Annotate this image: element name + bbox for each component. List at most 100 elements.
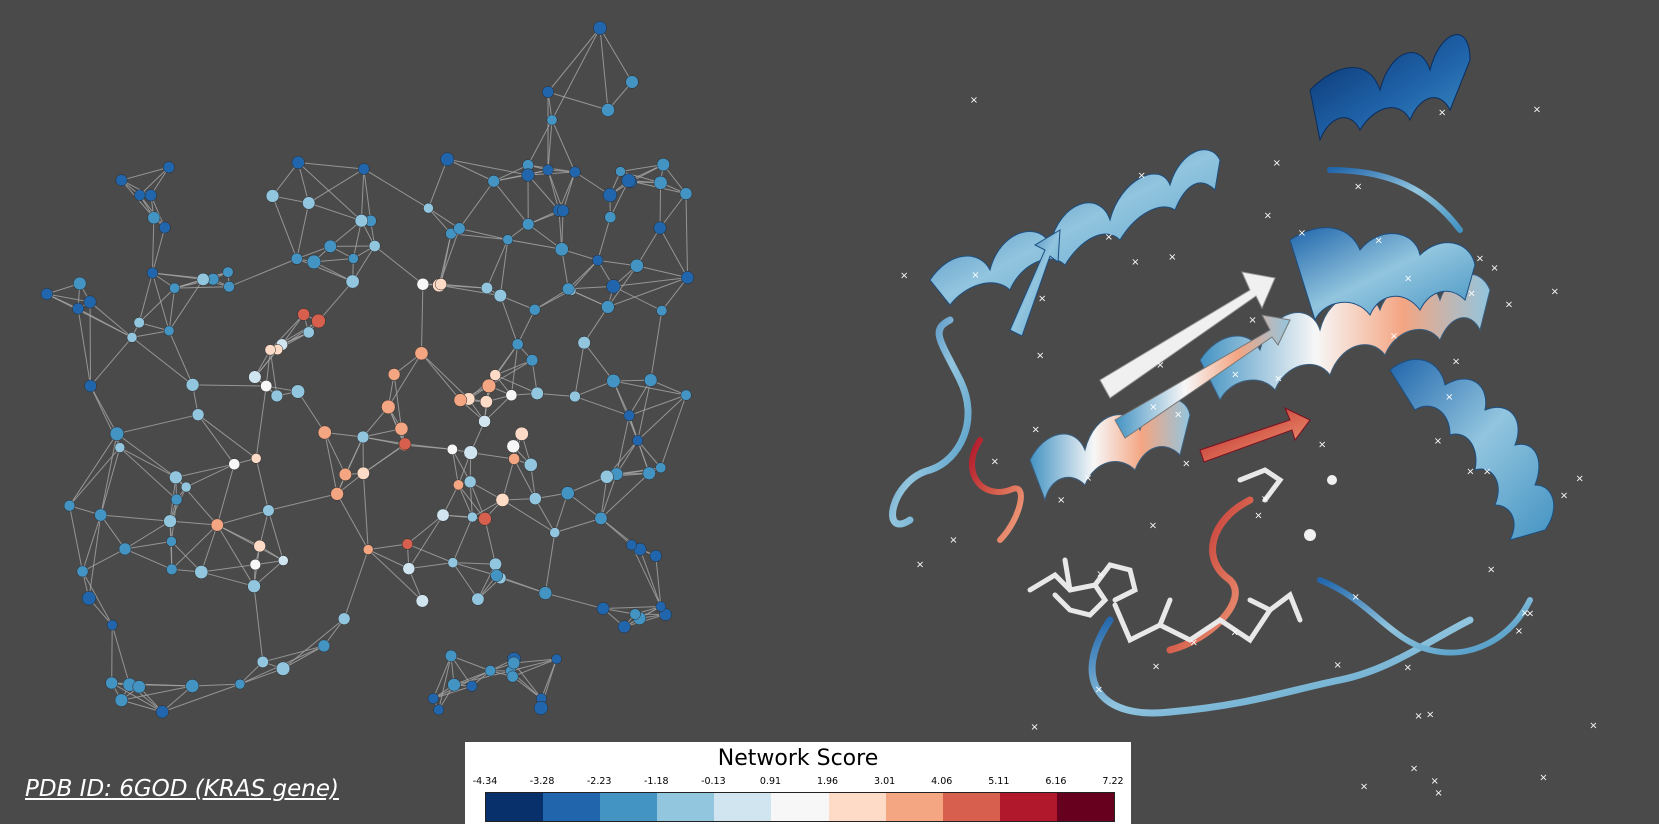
water-marker: ×: [1434, 436, 1442, 447]
water-marker: ×: [1430, 776, 1438, 787]
network-node: [297, 308, 310, 321]
network-edge: [216, 524, 255, 587]
network-edge: [599, 27, 609, 111]
network-edge: [547, 27, 601, 93]
network-edge: [360, 168, 365, 221]
network-edge: [631, 544, 662, 607]
network-edge: [262, 645, 325, 663]
network-node: [436, 508, 450, 522]
network-edge: [451, 449, 459, 485]
water-marker: ×: [1360, 782, 1368, 793]
network-edge: [513, 658, 557, 664]
network-node: [490, 569, 503, 582]
colorbar-tick-label: 4.06: [931, 776, 953, 787]
network-edge: [574, 342, 585, 397]
network-node: [357, 163, 370, 175]
network-edge: [269, 349, 278, 396]
pdb-id-caption: PDB ID: 6GOD (KRAS gene): [25, 776, 339, 802]
network-edge: [313, 261, 353, 282]
network-node: [487, 175, 500, 188]
water-marker: ×: [1248, 315, 1256, 326]
coil-loop: [1327, 167, 1463, 233]
network-node: [479, 395, 493, 409]
network-node: [402, 562, 416, 575]
network-edge: [637, 379, 652, 441]
network-node: [467, 511, 478, 523]
network-node: [133, 317, 145, 329]
network-node: [210, 518, 224, 532]
network-node: [401, 538, 414, 550]
beta-strand: [1114, 314, 1291, 439]
network-edge: [636, 227, 661, 266]
network-edge: [216, 464, 235, 526]
network-node: [317, 639, 331, 653]
colorbar-tick-label: 0.91: [759, 776, 782, 787]
water-marker: ×: [1149, 520, 1157, 531]
network-node: [569, 166, 581, 178]
network-edge: [420, 284, 424, 354]
network-node: [109, 426, 125, 441]
network-edge: [151, 217, 155, 274]
network-node: [338, 467, 352, 482]
water-marker: ×: [1274, 374, 1282, 385]
network-edge: [547, 119, 553, 171]
network-edge: [269, 314, 305, 351]
colorbar-tick-label: -1.18: [643, 776, 669, 787]
network-edge: [613, 277, 688, 287]
network-edge: [100, 447, 121, 516]
water-marker: ×: [1467, 289, 1475, 300]
water-marker: ×: [1533, 105, 1541, 116]
network-edge: [170, 520, 218, 526]
network-edge: [168, 330, 194, 386]
network-edge: [175, 463, 235, 478]
network-edge: [324, 432, 338, 494]
network-edge: [486, 239, 509, 289]
water-marker: ×: [1445, 392, 1453, 403]
network-node: [84, 379, 97, 393]
network-edge: [562, 171, 576, 211]
network-edge: [90, 337, 133, 387]
network-edge: [452, 562, 496, 565]
water-marker: ×: [1032, 424, 1040, 435]
water-marker: ×: [1374, 236, 1382, 247]
network-edge: [200, 524, 218, 573]
network-edge: [432, 655, 452, 699]
water-marker: ×: [1404, 663, 1412, 674]
network-edge: [82, 548, 126, 572]
network-edge: [650, 310, 663, 381]
network-edge: [439, 284, 501, 297]
network-edge: [433, 670, 491, 699]
network-edge: [440, 283, 487, 289]
network-edge: [46, 293, 133, 338]
network-edge: [131, 337, 193, 386]
network-node: [115, 174, 128, 187]
network-edge: [90, 385, 118, 435]
network-node: [606, 373, 621, 389]
network-edge: [450, 655, 491, 672]
network-node: [76, 565, 89, 578]
colorbar-bin: [714, 793, 772, 821]
network-node: [169, 470, 183, 485]
network-node: [447, 678, 461, 692]
water-marker: ×: [1152, 662, 1160, 673]
network-edge: [151, 227, 166, 274]
network-node: [394, 421, 409, 436]
water-marker: ×: [1551, 287, 1559, 298]
network-edge: [217, 524, 260, 547]
water-marker: ×: [1404, 274, 1412, 285]
network-node: [444, 649, 458, 662]
network-node: [126, 332, 138, 343]
colorbar-ticks: -4.34 -3.28 -2.23 -1.18 -0.13 0.91 1.96 …: [465, 776, 1131, 790]
colorbar-bin: [1056, 793, 1115, 821]
network-node: [414, 346, 429, 361]
network-edge: [131, 330, 170, 338]
network-node: [146, 267, 159, 279]
network-edge: [484, 518, 496, 565]
water-marker: ×: [1084, 473, 1092, 484]
colorbar-tick-label: 5.11: [988, 776, 1010, 787]
network-edge: [655, 555, 662, 607]
network-edge: [171, 541, 202, 573]
network-edge: [343, 549, 369, 619]
helix-a6: [1289, 227, 1476, 322]
network-edge: [121, 685, 193, 701]
